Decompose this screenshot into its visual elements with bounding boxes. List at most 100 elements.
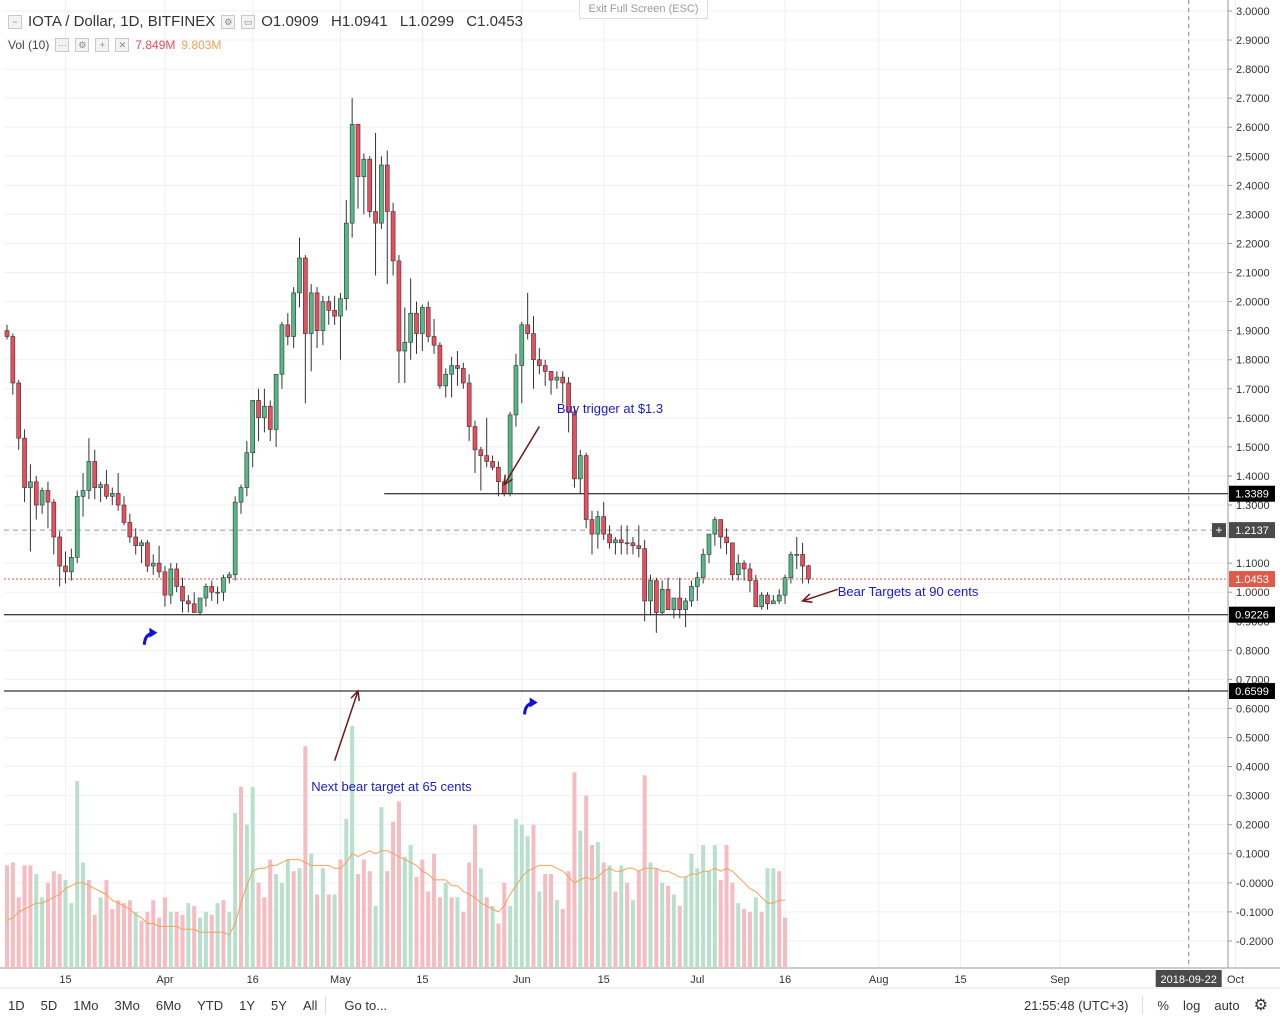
volume-bar — [584, 795, 589, 968]
exit-fullscreen-button[interactable]: Exit Full Screen (ESC) — [579, 0, 708, 19]
volume-bar — [174, 911, 179, 968]
blue-arrow-head — [529, 697, 538, 708]
volume-bar — [572, 772, 577, 968]
candle-body — [431, 336, 437, 346]
candle-body — [665, 588, 671, 610]
y-tick-label: 1.0000 — [1236, 587, 1270, 599]
blue-arrow-head — [149, 627, 158, 638]
volume-bar — [519, 824, 524, 968]
volume-bar — [543, 874, 548, 968]
low-value: L1.0299 — [399, 13, 455, 30]
timeframe-5y[interactable]: 5Y — [271, 997, 287, 1013]
candle-body — [10, 336, 16, 384]
timeframe-1d[interactable]: 1D — [8, 997, 25, 1013]
y-tick-label: 1.4000 — [1236, 471, 1270, 483]
candle-body — [273, 373, 279, 430]
volume-bar — [707, 871, 711, 968]
settings-gear-icon[interactable]: ⚙ — [1253, 997, 1268, 1014]
toolbar-right: 21:55:48 (UTC+3) % log auto ⚙ — [1024, 995, 1280, 1015]
timeframe-all[interactable]: All — [302, 997, 318, 1013]
candle-body — [279, 324, 285, 375]
volume-bar — [309, 853, 314, 968]
clock[interactable]: 21:55:48 (UTC+3) — [1024, 997, 1129, 1013]
volume-settings-icon[interactable]: ⚙ — [75, 38, 90, 52]
goto-button[interactable]: Go to... — [344, 997, 388, 1013]
candle-body — [373, 211, 378, 224]
candle-body — [33, 481, 39, 506]
timeframe-3mo[interactable]: 3Mo — [114, 997, 140, 1013]
candle-body — [443, 373, 449, 387]
volume-bar — [256, 882, 261, 968]
settings-icon[interactable]: ⚙ — [221, 14, 236, 29]
volume-close-icon[interactable]: ✕ — [115, 38, 130, 52]
timeframe-1mo[interactable]: 1Mo — [73, 997, 99, 1013]
volume-bar — [420, 859, 425, 968]
collapse-icon[interactable]: − — [8, 14, 22, 29]
volume-bar — [5, 865, 9, 968]
candle-body — [466, 382, 472, 427]
x-tick-label: 2018-09-22 — [1161, 974, 1217, 986]
y-tick-label: -0.1000 — [1236, 907, 1273, 919]
candle-body — [706, 533, 712, 555]
candle-body — [513, 365, 519, 416]
candle-body — [127, 522, 133, 538]
volume-bar — [496, 923, 501, 968]
candle-body — [519, 324, 525, 366]
volume-bar — [443, 882, 448, 968]
candle-body — [700, 554, 706, 578]
candle-body — [765, 594, 770, 605]
volume-bar — [642, 775, 647, 968]
volume-add-icon[interactable]: + — [95, 38, 110, 52]
y-tick-label: 2.3000 — [1236, 209, 1270, 221]
volume-bar — [549, 874, 554, 968]
timeframe-ytd[interactable]: YTD — [197, 997, 224, 1013]
volume-bar — [607, 865, 612, 968]
candle-body — [776, 594, 782, 602]
candle-body — [156, 562, 162, 573]
volume-bar — [303, 746, 308, 968]
hide-icon[interactable]: ▭ — [241, 14, 256, 29]
y-tick-label: 1.1000 — [1236, 558, 1270, 570]
y-tick-label: 1.9000 — [1236, 326, 1270, 338]
candle-body — [618, 539, 624, 544]
volume-bar — [186, 903, 191, 968]
symbol-title[interactable]: IOTA / Dollar, 1D, BITFINEX — [28, 13, 216, 30]
y-tick-label: 0.4000 — [1236, 762, 1270, 774]
volume-bar — [771, 868, 776, 968]
log-scale-button[interactable]: log — [1182, 997, 1201, 1013]
candle-body — [343, 222, 349, 299]
timeframe-5d[interactable]: 5D — [40, 997, 58, 1013]
candle-body — [361, 158, 367, 177]
volume-bar — [461, 911, 466, 968]
volume-label[interactable]: Vol (10) — [8, 38, 50, 52]
candle-body — [642, 548, 647, 602]
timeframe-6mo[interactable]: 6Mo — [155, 997, 182, 1013]
volume-bar — [473, 824, 477, 968]
volume-bar — [724, 845, 729, 968]
volume-bar — [742, 908, 747, 968]
x-tick-label: May — [330, 974, 351, 986]
candle-body — [800, 554, 805, 567]
candle-body — [74, 496, 80, 558]
volume-bar — [151, 900, 156, 968]
timeframe-1y[interactable]: 1Y — [239, 997, 256, 1013]
candle-body — [367, 158, 373, 212]
volume-bar — [712, 845, 717, 968]
y-tick-label: 1.7000 — [1236, 384, 1270, 396]
auto-scale-button[interactable]: auto — [1214, 997, 1240, 1013]
x-highlight-box — [1155, 970, 1222, 987]
x-tick-label: 15 — [598, 974, 610, 986]
volume-bar — [69, 903, 74, 968]
volume-collapse-icon[interactable]: ⋯ — [55, 38, 70, 52]
candle-body — [689, 586, 694, 602]
volume-bar — [221, 900, 226, 968]
candle-body — [694, 577, 700, 587]
y-tick-label: 2.4000 — [1236, 180, 1270, 192]
price-label: 0.6599 — [1235, 686, 1269, 698]
volume-bar — [455, 897, 460, 968]
volume-bar — [291, 871, 296, 968]
y-tick-label: 3.0000 — [1236, 6, 1270, 18]
percent-scale-button[interactable]: % — [1157, 997, 1169, 1013]
